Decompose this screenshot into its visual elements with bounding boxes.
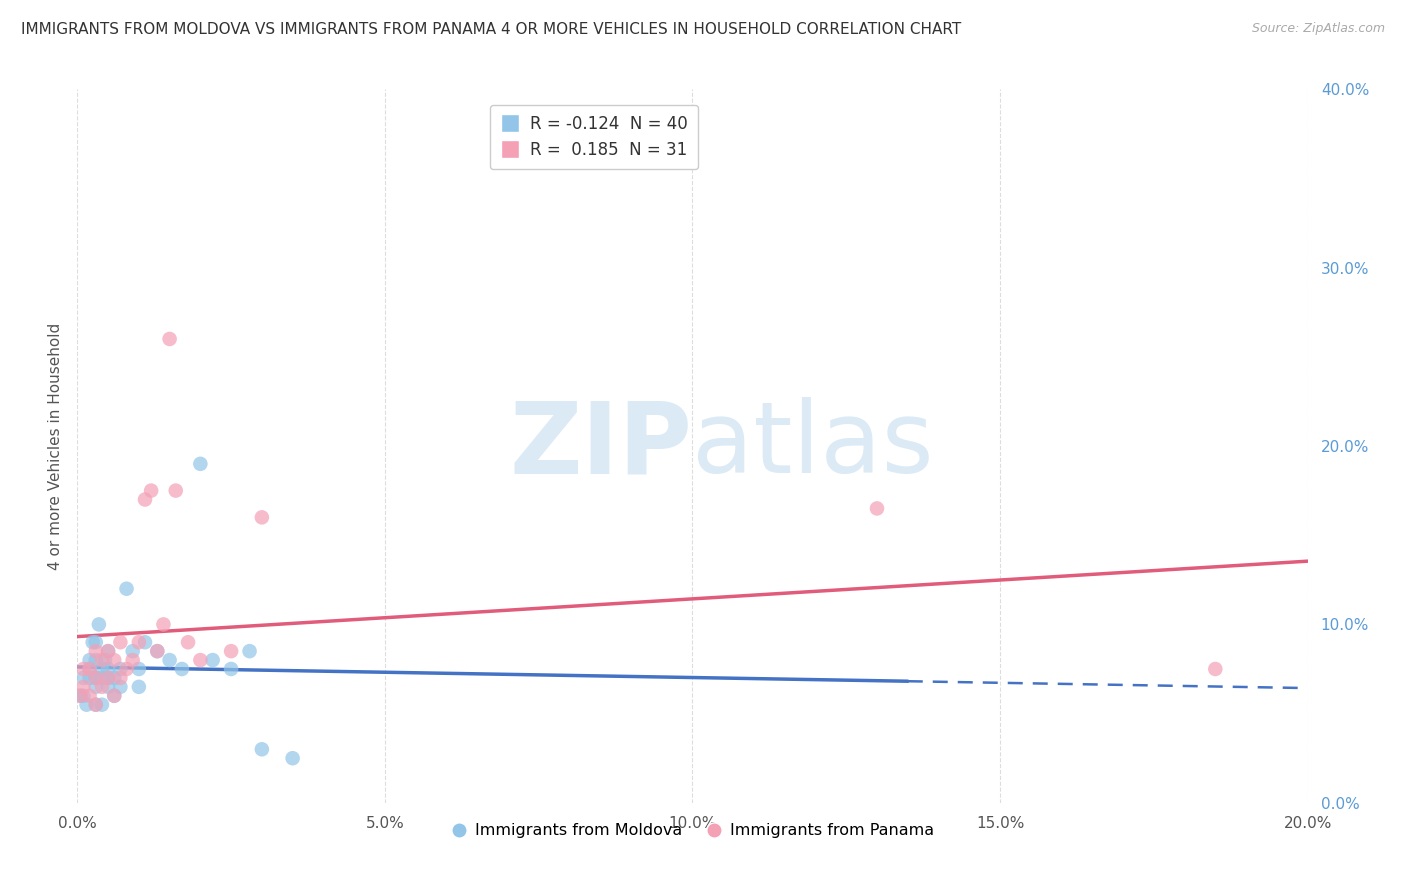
Text: IMMIGRANTS FROM MOLDOVA VS IMMIGRANTS FROM PANAMA 4 OR MORE VEHICLES IN HOUSEHOL: IMMIGRANTS FROM MOLDOVA VS IMMIGRANTS FR…: [21, 22, 962, 37]
Point: [79, 662, 101, 676]
Text: Source: ZipAtlas.com: Source: ZipAtlas.com: [1251, 22, 1385, 36]
Point: [103, 689, 125, 703]
Point: [84, 635, 107, 649]
Legend: Immigrants from Moldova, Immigrants from Panama: Immigrants from Moldova, Immigrants from…: [444, 817, 941, 845]
Point: [72, 680, 94, 694]
Point: [219, 644, 242, 658]
Point: [115, 582, 138, 596]
Point: [90, 698, 114, 712]
Point: [79, 689, 101, 703]
Point: [134, 635, 156, 649]
Point: [110, 680, 132, 694]
Point: [115, 662, 138, 676]
Point: [97, 671, 120, 685]
Point: [79, 671, 101, 685]
Point: [97, 671, 120, 685]
Point: [72, 662, 94, 676]
Point: [281, 751, 304, 765]
Point: [69, 689, 91, 703]
Point: [146, 644, 169, 658]
Point: [69, 689, 91, 703]
Point: [97, 644, 120, 658]
Point: [866, 501, 889, 516]
Point: [84, 671, 107, 685]
Point: [201, 653, 224, 667]
Point: [76, 698, 98, 712]
Point: [79, 653, 101, 667]
Point: [84, 698, 107, 712]
Point: [87, 617, 110, 632]
Point: [90, 671, 114, 685]
Point: [121, 644, 143, 658]
Point: [97, 680, 120, 694]
Point: [90, 662, 114, 676]
Point: [159, 332, 181, 346]
Point: [128, 662, 150, 676]
Point: [188, 457, 212, 471]
Point: [82, 635, 104, 649]
Point: [110, 671, 132, 685]
Point: [103, 689, 125, 703]
Point: [97, 662, 120, 676]
Point: [165, 483, 187, 498]
Point: [79, 662, 101, 676]
Point: [72, 671, 94, 685]
Point: [239, 644, 262, 658]
Point: [188, 653, 212, 667]
Point: [97, 644, 120, 658]
Text: ZIP: ZIP: [509, 398, 693, 494]
Point: [128, 680, 150, 694]
Point: [159, 653, 181, 667]
Point: [110, 635, 132, 649]
Point: [134, 492, 156, 507]
Point: [152, 617, 174, 632]
Point: [141, 483, 163, 498]
Point: [128, 635, 150, 649]
Point: [250, 742, 273, 756]
Point: [72, 689, 94, 703]
Point: [121, 653, 143, 667]
Point: [1204, 662, 1226, 676]
Point: [94, 653, 117, 667]
Point: [170, 662, 193, 676]
Point: [177, 635, 200, 649]
Point: [103, 653, 125, 667]
Point: [84, 680, 107, 694]
Point: [250, 510, 273, 524]
Text: atlas: atlas: [693, 398, 934, 494]
Point: [84, 644, 107, 658]
Point: [90, 653, 114, 667]
Point: [146, 644, 169, 658]
Point: [103, 671, 125, 685]
Point: [84, 698, 107, 712]
Y-axis label: 4 or more Vehicles in Household: 4 or more Vehicles in Household: [48, 322, 63, 570]
Point: [110, 662, 132, 676]
Point: [84, 653, 107, 667]
Point: [84, 671, 107, 685]
Point: [219, 662, 242, 676]
Point: [90, 680, 114, 694]
